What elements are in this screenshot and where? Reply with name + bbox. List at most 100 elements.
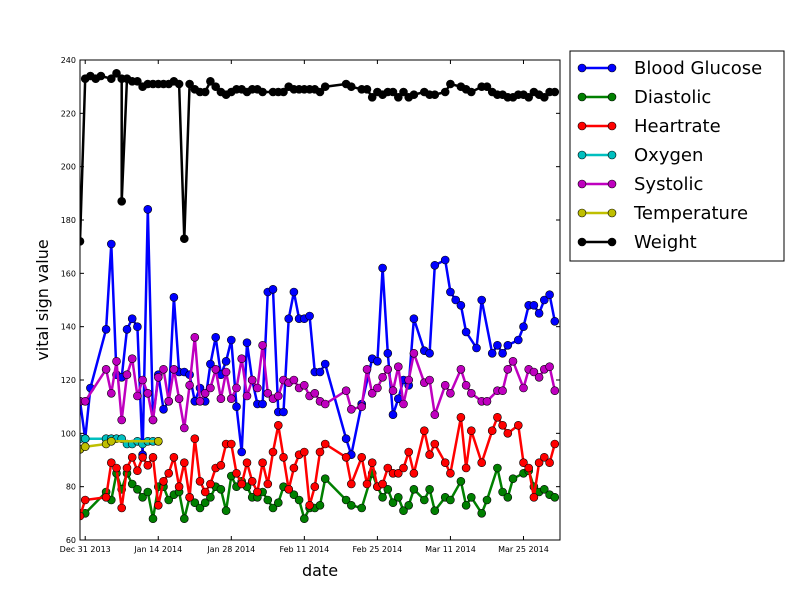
data-point-systolic	[404, 375, 414, 385]
data-point-diastolic	[127, 479, 137, 489]
data-point-systolic	[446, 388, 455, 398]
data-point-diastolic	[388, 498, 398, 508]
data-point-heartrate	[148, 452, 158, 462]
data-point-blood-glucose	[425, 348, 434, 358]
data-point-diastolic	[456, 476, 466, 486]
data-point-weight	[346, 82, 356, 91]
data-point-heartrate	[237, 479, 246, 489]
data-point-heartrate	[127, 452, 137, 462]
data-point-heartrate	[154, 500, 163, 510]
ticks-layer: 60 80 100 120 140 160 180 200 220 240 Dec 31 2013 J…	[60, 56, 560, 554]
data-point-systolic	[206, 383, 215, 393]
legend-marker-temperature	[577, 208, 587, 218]
data-point-diastolic	[498, 487, 507, 497]
data-point-diastolic	[346, 500, 356, 510]
data-point-heartrate	[200, 487, 210, 497]
data-point-systolic	[122, 370, 132, 380]
data-point-blood-glucose	[456, 300, 466, 310]
data-point-diastolic	[133, 484, 142, 494]
data-point-blood-glucose	[446, 287, 455, 297]
data-point-blood-glucose	[409, 314, 419, 324]
legend-marker-heartrate	[577, 121, 587, 131]
legend: Blood Glucose Diastolic Heartrate Oxygen Sys…	[569, 50, 785, 262]
data-point-blood-glucose	[305, 311, 314, 321]
data-point-systolic	[409, 348, 419, 358]
data-point-diastolic	[508, 474, 518, 484]
data-point-weight	[466, 87, 476, 97]
data-point-systolic	[425, 375, 434, 385]
data-point-diastolic	[404, 500, 414, 510]
data-point-weight	[367, 93, 377, 102]
data-point-diastolic	[446, 495, 455, 505]
legend-marker-systolic	[607, 179, 617, 189]
data-point-heartrate	[466, 426, 476, 436]
data-point-diastolic	[268, 503, 278, 513]
data-point-systolic	[185, 380, 194, 390]
data-point-heartrate	[362, 479, 372, 489]
data-point-blood-glucose	[513, 335, 523, 345]
data-point-diastolic	[299, 514, 309, 524]
data-point-heartrate	[393, 468, 403, 478]
x-tick-label: Feb 25 2014	[352, 545, 402, 554]
data-point-weight	[440, 87, 450, 97]
data-point-blood-glucose	[101, 324, 111, 334]
data-point-heartrate	[133, 466, 142, 476]
data-point-heartrate	[174, 482, 184, 492]
legend-marker-oxygen	[607, 150, 617, 160]
data-point-systolic	[273, 391, 283, 401]
data-point-heartrate	[487, 426, 497, 436]
legend-label-weight: Weight	[634, 232, 697, 253]
data-point-systolic	[200, 388, 210, 398]
data-point-heartrate	[519, 458, 528, 468]
legend-marker-blood-glucose	[607, 63, 617, 73]
data-point-diastolic	[393, 492, 403, 502]
data-point-weight	[315, 87, 325, 97]
legend-label-diastolic: Diastolic	[634, 87, 711, 108]
data-point-blood-glucose	[493, 340, 502, 350]
data-point-systolic	[440, 380, 450, 390]
data-point-systolic	[519, 383, 528, 393]
data-point-diastolic	[143, 487, 153, 497]
data-point-heartrate	[117, 503, 126, 513]
data-point-systolic	[341, 386, 351, 396]
data-point-heartrate	[122, 463, 132, 473]
data-point-systolic	[508, 356, 518, 366]
legend-label-temperature: Temperature	[633, 203, 748, 224]
data-point-blood-glucose	[315, 367, 325, 377]
data-point-blood-glucose	[519, 322, 528, 332]
data-point-weight	[206, 77, 215, 86]
data-point-blood-glucose	[227, 335, 236, 345]
data-point-blood-glucose	[430, 260, 440, 270]
data-point-heartrate	[493, 412, 502, 422]
x-axis-label: date	[302, 561, 338, 580]
data-point-diastolic	[164, 495, 173, 505]
data-point-heartrate	[279, 452, 288, 462]
data-point-blood-glucose	[487, 348, 497, 358]
data-point-systolic	[367, 388, 377, 398]
data-point-weight	[258, 87, 267, 97]
data-point-systolic	[190, 332, 200, 342]
data-point-heartrate	[529, 492, 539, 502]
data-point-heartrate	[550, 439, 560, 449]
data-point-systolic	[101, 364, 111, 374]
data-point-blood-glucose	[169, 292, 179, 302]
data-point-heartrate	[273, 420, 283, 430]
data-point-heartrate	[159, 476, 168, 486]
data-point-heartrate	[289, 463, 299, 473]
data-point-heartrate	[305, 500, 314, 510]
y-tick-label: 240	[61, 56, 76, 65]
data-point-heartrate	[190, 434, 200, 444]
data-point-heartrate	[80, 495, 90, 505]
data-point-systolic	[127, 354, 137, 364]
data-point-weight	[96, 71, 106, 81]
data-point-blood-glucose	[133, 322, 142, 332]
data-point-systolic	[180, 423, 189, 433]
data-point-heartrate	[299, 447, 309, 457]
data-point-heartrate	[310, 482, 320, 492]
data-point-heartrate	[232, 468, 241, 478]
data-point-heartrate	[477, 458, 487, 468]
data-point-blood-glucose	[550, 316, 560, 326]
data-point-systolic	[378, 372, 387, 382]
data-point-diastolic	[466, 492, 476, 502]
data-point-systolic	[221, 367, 231, 377]
